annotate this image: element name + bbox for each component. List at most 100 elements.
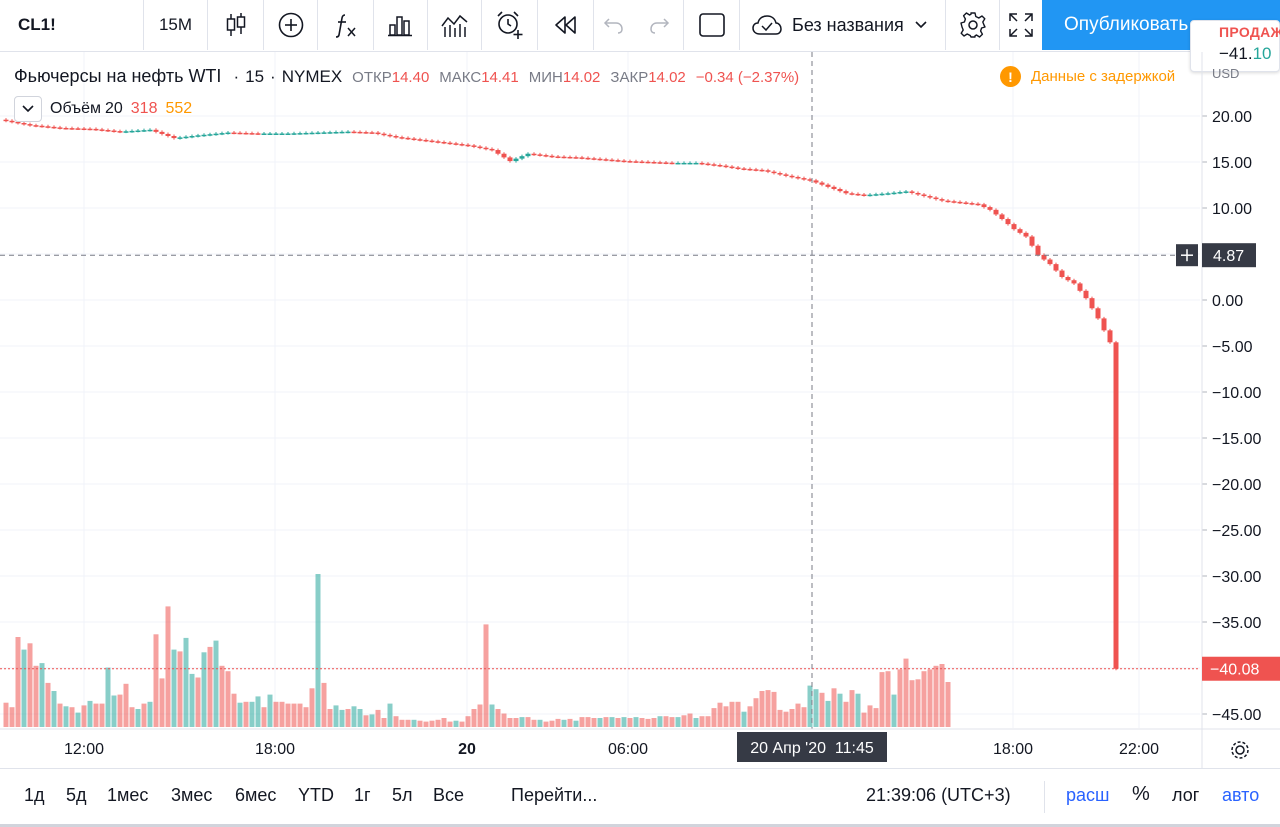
volume-bar: [267, 694, 273, 727]
candle-body: [267, 133, 273, 135]
settings-button[interactable]: [946, 0, 1000, 50]
time-axis[interactable]: 12:00 18:00 20 06:00 20 Апр '20 11:45 18:00 22…: [0, 728, 1280, 762]
candle-body: [795, 176, 801, 179]
range-3m-button[interactable]: 3мес: [171, 785, 213, 805]
candle-body: [45, 126, 51, 128]
price-chart[interactable]: 20.0015.0010.005.000.00−5.00−10.00−15.00…: [0, 52, 1280, 768]
collapse-legend-button[interactable]: [14, 96, 42, 122]
range-6m-button[interactable]: 6мес: [235, 785, 277, 805]
volume-bar: [495, 709, 501, 727]
candle-body: [801, 178, 807, 180]
candle-body: [153, 129, 159, 132]
redo-button[interactable]: [634, 0, 684, 50]
volume-length: 20: [104, 100, 123, 117]
volume-bar: [789, 709, 795, 727]
price-candles: [3, 118, 1119, 671]
volume-bar: [291, 703, 297, 727]
volume-bar: [345, 709, 351, 727]
candle-body: [495, 150, 501, 154]
templates-button[interactable]: [374, 0, 428, 50]
candle-body: [687, 162, 693, 165]
extended-hours-toggle[interactable]: расш: [1066, 785, 1110, 805]
volume-ma-value: 552: [165, 100, 193, 117]
last-price-badge: [1202, 656, 1280, 681]
compare-button[interactable]: [264, 0, 318, 50]
candle-body: [165, 133, 171, 137]
volume-bar: [279, 701, 285, 727]
volume-bar: [393, 716, 399, 727]
interval-button[interactable]: 15M: [144, 0, 208, 50]
candle-body: [375, 132, 381, 135]
candle-body: [147, 129, 153, 132]
strategy-button[interactable]: [428, 0, 482, 50]
candle-body: [1107, 330, 1113, 343]
candle-body: [963, 202, 969, 204]
x-tick-label: 22:00: [1119, 741, 1159, 758]
chart-lines: [0, 52, 1200, 729]
candle-body: [609, 159, 615, 162]
candle-body: [1101, 318, 1107, 331]
volume-bar: [585, 717, 591, 727]
candle-body: [579, 157, 585, 159]
range-1d-button[interactable]: 1д: [24, 785, 45, 805]
symbol-search-button[interactable]: CL1!: [0, 0, 144, 50]
volume-bar: [219, 665, 225, 727]
volume-bar: [843, 701, 849, 727]
currency-label[interactable]: USD: [1212, 66, 1240, 81]
axis-settings-gear-icon[interactable]: [1231, 741, 1249, 759]
chart-type-button[interactable]: [208, 0, 264, 50]
candle-body: [39, 125, 45, 128]
range-5d-button[interactable]: 5д: [66, 785, 87, 805]
volume-bar: [549, 720, 555, 727]
delayed-data-notice[interactable]: ! Данные с задержкой: [1000, 66, 1175, 87]
goto-date-button[interactable]: Перейти...: [511, 785, 598, 805]
chart-grid: [0, 52, 1200, 728]
candle-body: [477, 146, 483, 149]
candle-body: [669, 162, 675, 165]
y-tick-label: −10.00: [1212, 385, 1261, 402]
clock-timezone-button[interactable]: 21:39:06 (UTC+3): [866, 785, 1011, 805]
candle-body: [789, 175, 795, 178]
y-tick-label: −30.00: [1212, 569, 1261, 586]
range-1m-button[interactable]: 1мес: [107, 785, 149, 805]
auto-scale-toggle[interactable]: авто: [1222, 785, 1260, 805]
volume-bar: [411, 719, 417, 727]
price-axis[interactable]: 20.0015.0010.005.000.00−5.00−10.00−15.00…: [1176, 52, 1280, 768]
range-all-button[interactable]: Все: [433, 785, 465, 805]
volume-bar: [285, 703, 291, 727]
y-tick-label: −15.00: [1212, 431, 1261, 448]
candle-body: [237, 132, 243, 135]
strategy-icon: [440, 12, 469, 38]
candle-body: [543, 155, 549, 157]
undo-button[interactable]: [594, 0, 634, 50]
sell-price: −41.10: [1219, 44, 1279, 64]
volume-bar: [663, 716, 669, 727]
fullscreen-button[interactable]: [1000, 0, 1042, 50]
range-ytd-button[interactable]: YTD: [298, 785, 334, 805]
candle-body: [957, 201, 963, 204]
volume-bar: [99, 703, 105, 727]
alert-button[interactable]: [482, 0, 538, 50]
log-scale-toggle[interactable]: лог: [1172, 785, 1200, 805]
candle-body: [759, 169, 765, 172]
candle-body: [285, 133, 291, 135]
save-layout-button[interactable]: Без названия: [740, 0, 946, 50]
volume-bar: [477, 704, 483, 727]
percent-scale-toggle[interactable]: %: [1132, 783, 1150, 805]
volume-bar: [213, 640, 219, 727]
candle-body: [525, 153, 531, 157]
candle-body: [351, 131, 357, 134]
candle-body: [555, 156, 561, 158]
indicators-button[interactable]: [318, 0, 374, 50]
candle-body: [1089, 298, 1095, 309]
volume-name: Объём: [50, 100, 101, 117]
publish-label: Опубликовать: [1064, 14, 1189, 35]
change-value: −0.34 (−2.37%): [695, 69, 800, 86]
replay-button[interactable]: [538, 0, 594, 50]
volume-bar: [879, 672, 885, 727]
layout-button[interactable]: [684, 0, 740, 50]
range-1y-button[interactable]: 1г: [354, 785, 371, 805]
range-5y-button[interactable]: 5л: [392, 785, 413, 805]
candle-body: [129, 130, 135, 133]
volume-bar: [561, 719, 567, 727]
